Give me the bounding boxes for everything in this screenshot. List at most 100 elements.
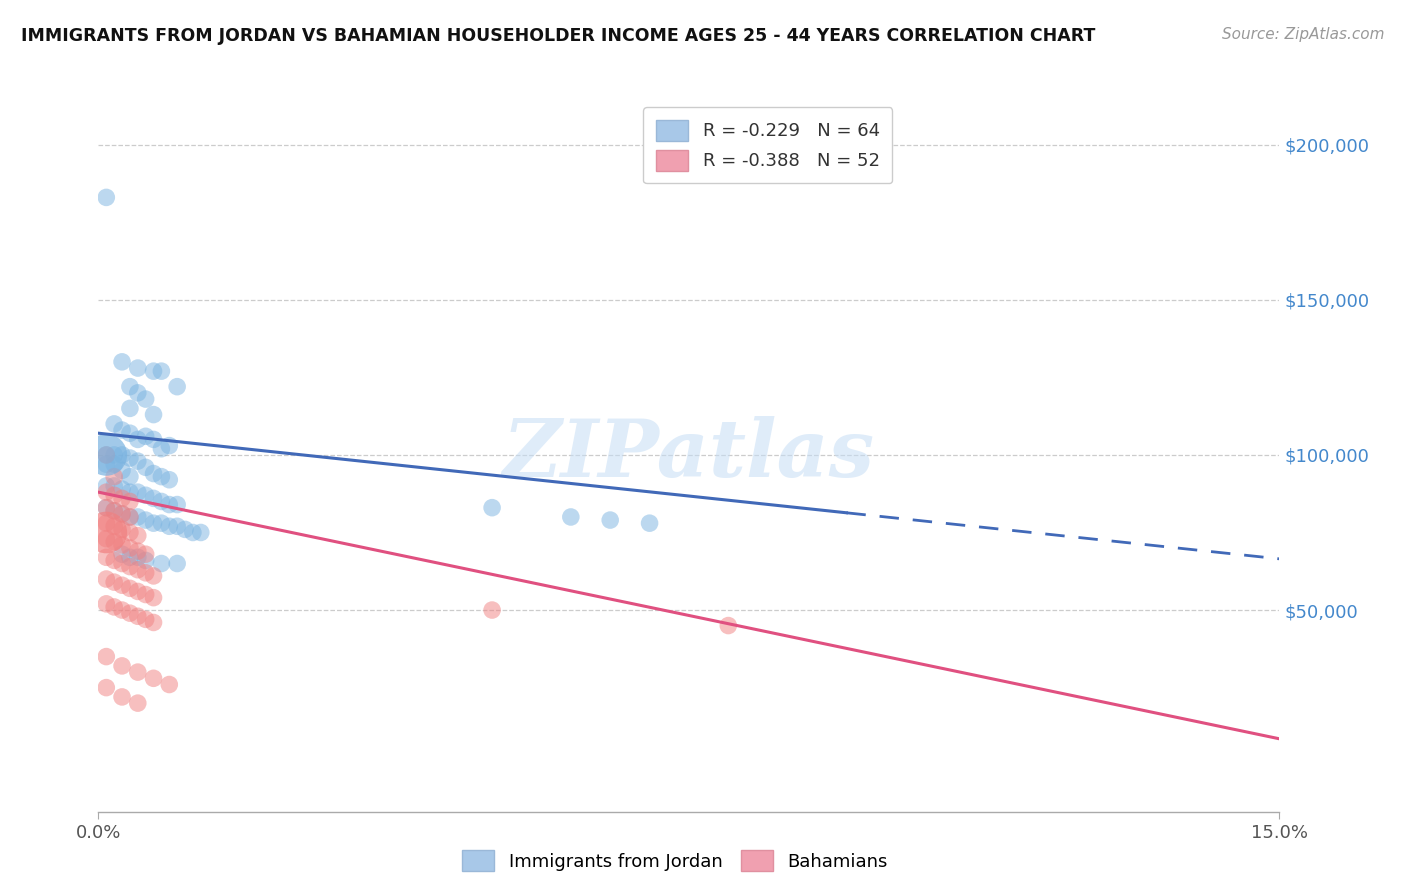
Point <box>118 541 141 555</box>
Point <box>96 457 118 471</box>
Point <box>118 550 141 565</box>
Point <box>135 547 157 561</box>
Point <box>111 491 134 506</box>
Point <box>111 423 134 437</box>
Point <box>118 469 141 483</box>
Point <box>103 417 125 431</box>
Point <box>150 516 173 531</box>
Point <box>599 513 621 527</box>
Point <box>111 547 134 561</box>
Point <box>150 442 173 456</box>
Point <box>111 557 134 571</box>
Point <box>103 457 125 471</box>
Point <box>135 612 157 626</box>
Point <box>127 433 149 447</box>
Point <box>96 516 118 531</box>
Point <box>127 361 149 376</box>
Point <box>127 609 149 624</box>
Point <box>111 448 134 462</box>
Text: Source: ZipAtlas.com: Source: ZipAtlas.com <box>1222 27 1385 42</box>
Point <box>717 618 740 632</box>
Point <box>103 488 125 502</box>
Point <box>111 603 134 617</box>
Point <box>135 429 157 443</box>
Point <box>157 439 180 453</box>
Point <box>118 510 141 524</box>
Point <box>96 550 118 565</box>
Point <box>157 519 180 533</box>
Point <box>96 572 118 586</box>
Point <box>96 190 118 204</box>
Text: ZIPatlas: ZIPatlas <box>503 417 875 493</box>
Point <box>103 504 125 518</box>
Point <box>142 364 165 378</box>
Legend: R = -0.229   N = 64, R = -0.388   N = 52: R = -0.229 N = 64, R = -0.388 N = 52 <box>643 107 893 183</box>
Point <box>96 448 118 462</box>
Point <box>111 355 134 369</box>
Point <box>96 485 118 500</box>
Point <box>96 479 118 493</box>
Point <box>135 392 157 406</box>
Point <box>142 591 165 605</box>
Point <box>118 582 141 596</box>
Point <box>127 665 149 679</box>
Point <box>103 479 125 493</box>
Point <box>103 448 125 462</box>
Point <box>118 426 141 441</box>
Point <box>103 519 125 533</box>
Point <box>111 659 134 673</box>
Point <box>135 460 157 475</box>
Point <box>111 522 134 536</box>
Point <box>96 448 118 462</box>
Point <box>142 569 165 583</box>
Point <box>638 516 661 531</box>
Point <box>560 510 582 524</box>
Point <box>166 498 188 512</box>
Point <box>166 379 188 393</box>
Point <box>181 525 204 540</box>
Point <box>142 467 165 481</box>
Point <box>118 379 141 393</box>
Point <box>103 469 125 483</box>
Point <box>111 690 134 704</box>
Point <box>157 498 180 512</box>
Point <box>127 584 149 599</box>
Point <box>142 408 165 422</box>
Point <box>135 566 157 580</box>
Point <box>103 534 125 549</box>
Point <box>142 615 165 630</box>
Point <box>127 485 149 500</box>
Point <box>118 606 141 620</box>
Point <box>118 559 141 574</box>
Point <box>118 510 141 524</box>
Point <box>142 516 165 531</box>
Point <box>157 677 180 691</box>
Point <box>103 553 125 567</box>
Point <box>96 649 118 664</box>
Point <box>111 507 134 521</box>
Point <box>96 597 118 611</box>
Point <box>127 563 149 577</box>
Point <box>111 578 134 592</box>
Point <box>127 510 149 524</box>
Point <box>96 500 118 515</box>
Point <box>118 401 141 416</box>
Point <box>103 599 125 614</box>
Point <box>481 603 503 617</box>
Point <box>150 494 173 508</box>
Legend: Immigrants from Jordan, Bahamians: Immigrants from Jordan, Bahamians <box>454 843 896 879</box>
Point <box>96 525 118 540</box>
Point <box>142 491 165 506</box>
Point <box>111 463 134 477</box>
Point <box>96 532 118 546</box>
Point <box>142 671 165 685</box>
Point <box>127 544 149 558</box>
Point <box>135 553 157 567</box>
Point <box>96 500 118 515</box>
Point <box>166 519 188 533</box>
Point <box>157 473 180 487</box>
Point <box>96 681 118 695</box>
Point <box>103 504 125 518</box>
Point <box>135 588 157 602</box>
Point <box>150 364 173 378</box>
